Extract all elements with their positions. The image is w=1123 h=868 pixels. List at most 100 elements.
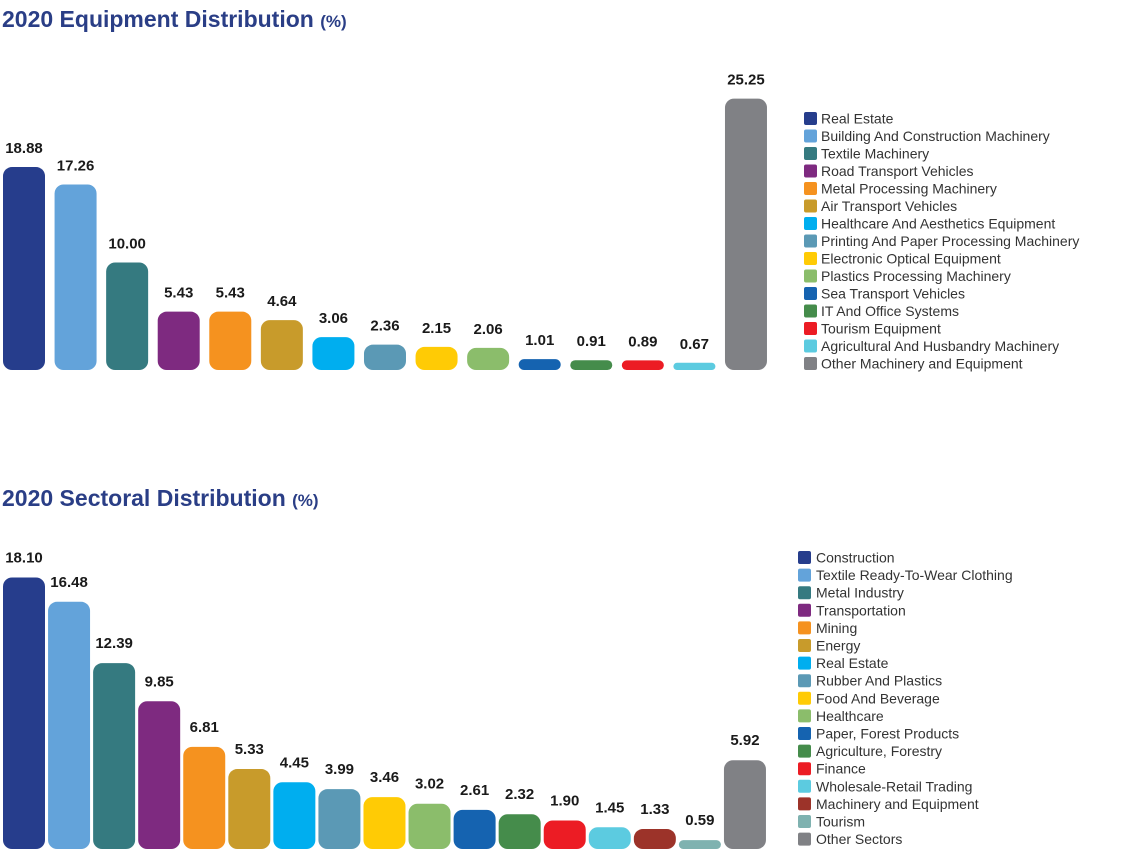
equipment-legend-swatch-3 <box>804 147 817 160</box>
sectoral-legend-swatch-1 <box>798 551 811 564</box>
equipment-value-label-2: 17.26 <box>57 157 95 174</box>
sectoral-bar-12 <box>498 814 541 849</box>
sectoral-legend-label-9: Food And Beverage <box>816 690 940 706</box>
equipment-value-label-1: 18.88 <box>5 140 43 157</box>
sectoral-legend-label-6: Energy <box>816 638 860 654</box>
sectoral-legend-swatch-7 <box>798 656 811 670</box>
sectoral-legend-swatch-17 <box>798 832 811 846</box>
sectoral-value-label-1: 18.10 <box>5 550 43 567</box>
sectoral-value-label-8: 3.99 <box>325 761 354 778</box>
equipment-legend-label-2: Building And Construction Machinery <box>821 128 1050 144</box>
sectoral-bar-10 <box>408 803 451 849</box>
chart-title-sectoral-text: 2020 Sectoral Distribution <box>2 485 286 511</box>
sectoral-value-label-10: 3.02 <box>415 776 444 793</box>
equipment-legend-swatch-11 <box>804 287 817 300</box>
sectoral-bar-16 <box>678 840 721 849</box>
equipment-legend-label-9: Electronic Optical Equipment <box>821 251 1001 267</box>
sectoral-legend-label-7: Real Estate <box>816 655 889 671</box>
sectoral-legend-label-8: Rubber And Plastics <box>816 673 942 689</box>
sectoral-legend-label-11: Paper, Forest Products <box>816 726 959 742</box>
equipment-bar-8 <box>363 344 406 370</box>
equipment-bar-9 <box>415 346 458 370</box>
equipment-legend-swatch-10 <box>804 269 817 283</box>
sectoral-value-label-13: 1.90 <box>550 793 579 810</box>
sectoral-legend-label-2: Textile Ready-To-Wear Clothing <box>816 567 1013 583</box>
equipment-legend-swatch-15 <box>804 357 817 370</box>
sectoral-value-label-12: 2.32 <box>505 786 534 803</box>
sectoral-bar-14 <box>588 827 631 849</box>
sectoral-value-label-16: 0.59 <box>685 812 714 829</box>
sectoral-bar-11 <box>453 809 496 849</box>
equipment-legend-swatch-9 <box>804 252 817 265</box>
sectoral-legend-label-5: Mining <box>816 620 857 636</box>
sectoral-legend-label-12: Agriculture, Forestry <box>816 743 942 759</box>
equipment-legend-swatch-2 <box>804 129 817 143</box>
equipment-legend-swatch-4 <box>804 164 817 178</box>
equipment-value-label-3: 10.00 <box>108 236 146 253</box>
sectoral-value-label-17: 5.92 <box>730 732 759 749</box>
sectoral-legend-label-10: Healthcare <box>816 708 884 724</box>
sectoral-bar-8 <box>318 789 361 849</box>
equipment-legend-label-11: Sea Transport Vehicles <box>821 286 965 302</box>
sectoral-value-label-2: 16.48 <box>50 574 88 591</box>
sectoral-bar-13 <box>543 820 586 849</box>
equipment-legend-label-14: Agricultural And Husbandry Machinery <box>821 338 1059 354</box>
equipment-legend-swatch-6 <box>804 199 817 213</box>
equipment-legend-label-3: Textile Machinery <box>821 146 929 162</box>
equipment-bar-5 <box>209 311 252 370</box>
equipment-bar-2 <box>54 184 97 370</box>
equipment-legend-label-5: Metal Processing Machinery <box>821 181 997 197</box>
equipment-value-label-9: 2.15 <box>422 320 451 337</box>
equipment-legend-label-4: Road Transport Vehicles <box>821 163 974 179</box>
sectoral-legend-swatch-6 <box>798 639 811 652</box>
equipment-bar-4 <box>157 311 200 370</box>
sectoral-legend-label-1: Construction <box>816 550 895 566</box>
equipment-legend-label-13: Tourism Equipment <box>821 321 941 337</box>
equipment-legend-swatch-1 <box>804 112 817 125</box>
sectoral-value-label-3: 12.39 <box>95 635 133 652</box>
equipment-value-label-6: 4.64 <box>267 293 297 310</box>
sectoral-value-label-15: 1.33 <box>640 801 669 818</box>
equipment-bar-10 <box>467 347 510 370</box>
equipment-legend-label-6: Air Transport Vehicles <box>821 198 957 214</box>
chart-title-equipment-text: 2020 Equipment Distribution <box>2 6 314 32</box>
sectoral-legend-swatch-15 <box>798 797 811 811</box>
sectoral-bar-4 <box>138 701 181 849</box>
equipment-bar-14 <box>673 362 716 370</box>
equipment-legend-swatch-5 <box>804 182 817 195</box>
sectoral-bar-1 <box>3 577 45 849</box>
sectoral-legend-swatch-10 <box>798 709 811 723</box>
sectoral-legend-label-16: Tourism <box>816 814 865 830</box>
equipment-bar-13 <box>621 360 664 370</box>
equipment-legend-label-10: Plastics Processing Machinery <box>821 268 1011 284</box>
sectoral-legend-swatch-14 <box>798 779 811 793</box>
sectoral-value-label-11: 2.61 <box>460 782 489 799</box>
sectoral-legend-swatch-3 <box>798 586 811 600</box>
sectoral-bar-9 <box>363 797 406 849</box>
sectoral-bar-7 <box>273 782 316 849</box>
equipment-legend-label-8: Printing And Paper Processing Machinery <box>821 233 1079 249</box>
sectoral-legend-swatch-16 <box>798 815 811 828</box>
equipment-value-label-4: 5.43 <box>164 285 193 302</box>
chart-title-equipment-unit: (%) <box>320 12 347 31</box>
equipment-bar-11 <box>518 359 561 370</box>
equipment-bar-3 <box>106 262 149 370</box>
sectoral-legend-label-15: Machinery and Equipment <box>816 796 979 812</box>
sectoral-legend-swatch-2 <box>798 568 811 582</box>
sectoral-legend-swatch-11 <box>798 727 811 740</box>
equipment-value-label-13: 0.89 <box>628 333 657 350</box>
sectoral-legend-swatch-5 <box>798 621 811 635</box>
sectoral-bar-15 <box>633 829 676 849</box>
sectoral-bar-5 <box>183 746 226 849</box>
sectoral-value-label-7: 4.45 <box>280 754 309 771</box>
equipment-value-label-7: 3.06 <box>319 310 348 327</box>
sectoral-legend-label-14: Wholesale-Retail Trading <box>816 778 972 794</box>
sectoral-value-label-5: 6.81 <box>190 719 219 736</box>
equipment-legend-swatch-7 <box>804 217 817 230</box>
sectoral-value-label-6: 5.33 <box>235 741 264 758</box>
sectoral-legend-swatch-8 <box>798 674 811 688</box>
equipment-legend-label-12: IT And Office Systems <box>821 303 959 319</box>
sectoral-legend-label-17: Other Sectors <box>816 831 902 847</box>
equipment-value-label-8: 2.36 <box>370 318 399 335</box>
